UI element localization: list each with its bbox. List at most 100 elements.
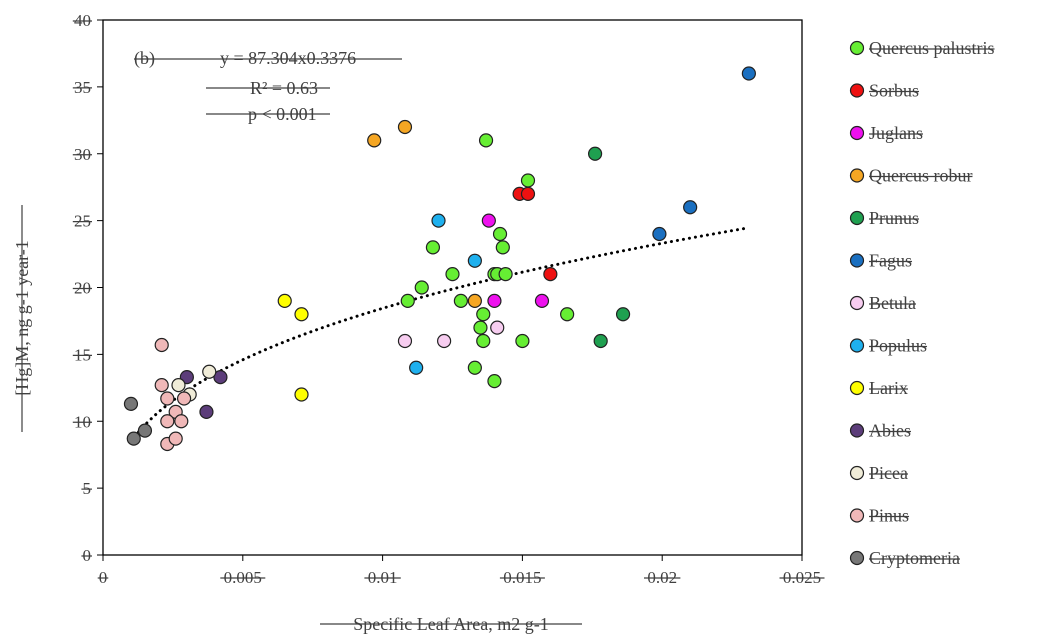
axes xyxy=(97,19,803,561)
legend-item-cryptomeria: Cryptomeria xyxy=(849,548,960,568)
legend-label: Quercus palustris xyxy=(869,38,994,58)
equation-label: y = 87.304x0.3376 xyxy=(220,48,356,68)
data-point-populus xyxy=(409,360,424,375)
data-point-betula xyxy=(397,333,413,349)
legend-label: Juglans xyxy=(869,123,923,143)
data-point-pinus xyxy=(154,337,169,353)
legend-item-larix: Larix xyxy=(849,378,908,398)
data-point-picea xyxy=(171,378,186,393)
data-point-fagus xyxy=(741,66,756,81)
data-point-abies xyxy=(199,404,214,419)
legend-item-prunus: Prunus xyxy=(849,208,920,228)
legend-marker xyxy=(849,40,865,56)
annotations: (b) y = 87.304x0.3376 R² = 0.63 p < 0.00… xyxy=(134,48,402,124)
axis-titles: Specific Leaf Area, m2 g-1 [Hg]M, ng g-1… xyxy=(12,205,582,634)
data-point-quercus-robur xyxy=(367,133,382,148)
legend-marker xyxy=(849,550,865,566)
legend-marker xyxy=(849,83,865,98)
data-point-quercus-palustris xyxy=(467,360,482,375)
data-point-prunus xyxy=(593,333,608,349)
data-point-quercus-palustris xyxy=(473,320,488,335)
data-point-larix xyxy=(294,307,309,322)
legend-item-sorbus: Sorbus xyxy=(849,81,920,101)
data-point-quercus-palustris xyxy=(520,173,536,188)
data-point-quercus-palustris xyxy=(476,333,491,349)
data-point-quercus-palustris xyxy=(478,133,494,148)
data-point-larix xyxy=(294,387,309,402)
data-point-quercus-palustris xyxy=(445,267,460,282)
legend-marker xyxy=(849,423,865,438)
data-point-quercus-robur xyxy=(467,293,482,308)
data-point-quercus-palustris xyxy=(515,333,530,349)
legend: Quercus palustris Sorbus Juglans Quercus ro… xyxy=(849,38,995,568)
legend-item-betula: Betula xyxy=(849,293,916,313)
legend-marker xyxy=(849,253,865,268)
data-point-juglans xyxy=(481,213,496,228)
data-point-quercus-palustris xyxy=(492,226,508,242)
data-point-picea xyxy=(202,364,217,379)
legend-item-quercus-robur: Quercus robur xyxy=(849,166,972,186)
legend-marker xyxy=(849,125,865,141)
data-point-quercus-palustris xyxy=(487,374,502,389)
legend-label: Fagus xyxy=(869,251,912,271)
trendline xyxy=(129,226,751,444)
legend-item-quercus-palustris: Quercus palustris xyxy=(849,38,995,58)
plot-frame xyxy=(102,19,803,556)
legend-marker xyxy=(849,168,865,183)
legend-marker xyxy=(849,508,865,523)
legend-label: Prunus xyxy=(869,208,919,228)
data-point-quercus-palustris xyxy=(425,240,441,255)
legend-label: Picea xyxy=(869,463,908,483)
legend-label: Cryptomeria xyxy=(869,548,960,568)
legend-item-picea: Picea xyxy=(849,463,908,483)
legend-item-pinus: Pinus xyxy=(849,506,910,526)
legend-label: Betula xyxy=(869,293,916,313)
data-point-juglans xyxy=(534,293,550,308)
data-point-sorbus xyxy=(520,186,536,201)
data-point-sorbus xyxy=(543,267,558,282)
data-point-cryptomeria xyxy=(137,423,153,438)
legend-item-juglans: Juglans xyxy=(849,123,923,143)
data-point-abies xyxy=(213,370,228,385)
data-point-pinus xyxy=(176,391,192,406)
data-point-larix xyxy=(277,293,292,308)
legend-label: Larix xyxy=(869,378,908,398)
data-point-cryptomeria xyxy=(123,396,139,411)
data-point-pinus xyxy=(160,391,175,406)
data-point-prunus xyxy=(587,146,603,161)
data-point-betula xyxy=(437,333,452,349)
data-point-quercus-robur xyxy=(397,119,413,135)
data-point-pinus xyxy=(174,414,189,429)
data-points xyxy=(123,66,756,452)
legend-marker xyxy=(849,380,865,396)
legend-label: Sorbus xyxy=(869,81,919,101)
data-point-fagus xyxy=(683,200,698,215)
legend-marker xyxy=(849,465,865,481)
data-point-quercus-palustris xyxy=(498,267,513,282)
data-point-quercus-palustris xyxy=(414,280,429,295)
data-point-quercus-palustris xyxy=(453,293,468,308)
data-point-cryptomeria xyxy=(126,431,141,446)
legend-label: Pinus xyxy=(869,506,909,526)
data-point-pinus xyxy=(168,431,183,446)
legend-item-fagus: Fagus xyxy=(849,251,913,271)
data-point-prunus xyxy=(615,307,631,322)
legend-marker xyxy=(849,210,865,226)
data-point-quercus-palustris xyxy=(476,307,491,322)
legend-label: Abies xyxy=(869,421,911,441)
legend-label: Quercus robur xyxy=(869,166,972,186)
trendline-path xyxy=(129,226,751,444)
data-point-fagus xyxy=(652,226,667,242)
data-point-pinus xyxy=(160,414,175,429)
data-point-quercus-palustris xyxy=(400,293,415,308)
data-point-betula xyxy=(490,320,505,335)
data-point-pinus xyxy=(154,378,169,393)
legend-marker xyxy=(849,295,865,311)
legend-item-abies: Abies xyxy=(849,421,911,441)
data-point-juglans xyxy=(487,293,502,308)
data-point-quercus-palustris xyxy=(495,240,510,255)
data-point-populus xyxy=(467,253,482,268)
legend-item-populus: Populus xyxy=(849,336,928,356)
